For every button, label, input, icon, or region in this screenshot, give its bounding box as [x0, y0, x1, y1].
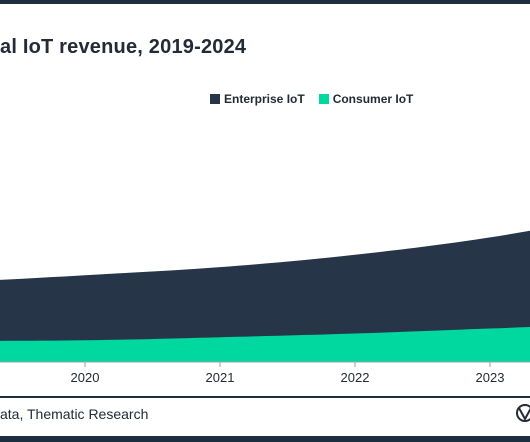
area-enterprise-iot — [0, 230, 530, 362]
x-tick-label-2022: 2022 — [341, 370, 370, 385]
source-note: ata, Thematic Research — [0, 406, 149, 422]
bottom-rule — [0, 396, 530, 398]
legend-swatch-enterprise — [210, 94, 220, 104]
x-tick-label-2023: 2023 — [476, 370, 505, 385]
x-tick-label-2021: 2021 — [206, 370, 235, 385]
chart-title: al IoT revenue, 2019-2024 — [0, 36, 247, 58]
legend: Enterprise IoT Consumer IoT — [210, 92, 413, 106]
top-rule — [0, 0, 530, 4]
brand-logo-icon — [516, 404, 530, 422]
legend-label-enterprise: Enterprise IoT — [224, 92, 305, 106]
legend-label-consumer: Consumer IoT — [332, 92, 414, 106]
x-tick-label-2020: 2020 — [71, 370, 100, 385]
legend-item-enterprise: Enterprise IoT — [210, 92, 305, 106]
area-consumer-iot — [0, 327, 530, 362]
bottom-bar — [0, 436, 530, 442]
legend-swatch-consumer — [318, 94, 329, 104]
legend-item-consumer: Consumer IoT — [318, 92, 414, 106]
